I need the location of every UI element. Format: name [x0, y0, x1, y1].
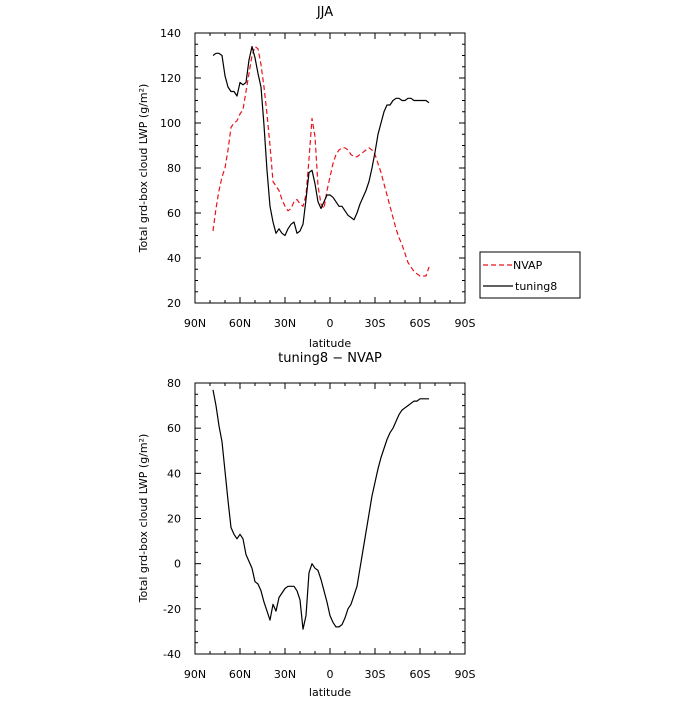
legend-label-nvap: NVAP: [513, 259, 543, 272]
top-x-tick-label: 30N: [274, 317, 296, 330]
legend-box: [479, 251, 581, 299]
bottom-x-axis-label: latitude: [309, 686, 351, 699]
bottom-y-tick-label: -20: [163, 603, 181, 616]
top-x-axis-label: latitude: [309, 337, 351, 350]
legend: NVAP tuning8: [479, 251, 581, 299]
top-x-tick-label: 60N: [229, 317, 251, 330]
bottom-x-tick-label: 90N: [184, 668, 206, 681]
bottom-panel: tuning8 − NVAP -40 -20 0 20 40 60 80 90N 60N 30N…: [137, 351, 476, 699]
top-y-tick-label: 120: [160, 72, 181, 85]
top-x-tick-label: 0: [327, 317, 334, 330]
bottom-x-tick-label: 30S: [365, 668, 386, 681]
bottom-y-tick-label: 80: [167, 377, 181, 390]
top-x-tick-label: 30S: [365, 317, 386, 330]
top-y-ticks: 20 40 60 80 100 120 140: [160, 27, 465, 310]
top-series-group: [212, 45, 430, 277]
bottom-y-tick-label: 20: [167, 513, 181, 526]
top-y-tick-label: 40: [167, 252, 181, 265]
top-x-tick-label: 60S: [410, 317, 431, 330]
bottom-y-axis-label: Total grd-box cloud LWP (g/m²): [137, 434, 150, 604]
top-series-line-tuning8: [212, 45, 430, 237]
legend-label-tuning8: tuning8: [515, 280, 557, 293]
top-x-tick-label: 90S: [455, 317, 476, 330]
bottom-chart-title: tuning8 − NVAP: [278, 351, 382, 366]
bottom-y-tick-label: 40: [167, 467, 181, 480]
bottom-x-tick-label: 0: [327, 668, 334, 681]
bottom-x-tick-label: 90S: [455, 668, 476, 681]
bottom-x-tick-label: 60N: [229, 668, 251, 681]
bottom-x-tick-label: 30N: [274, 668, 296, 681]
bottom-series-line-0: [212, 389, 429, 630]
bottom-x-ticks: 90N 60N 30N 0 30S 60S 90S: [184, 383, 476, 681]
top-y-axis-label: Total grd-box cloud LWP (g/m²): [137, 84, 150, 254]
top-x-tick-label: 90N: [184, 317, 206, 330]
top-chart-title: JJA: [316, 5, 333, 20]
bottom-y-ticks: -40 -20 0 20 40 60 80: [163, 377, 465, 661]
bottom-y-tick-label: 60: [167, 422, 181, 435]
top-plot-frame: [194, 32, 466, 304]
top-y-tick-label: 100: [160, 117, 181, 130]
top-series-line-nvap: [212, 45, 430, 277]
bottom-series-group: [212, 389, 429, 630]
top-y-tick-label: 80: [167, 162, 181, 175]
bottom-x-tick-label: 60S: [410, 668, 431, 681]
bottom-y-tick-label: 0: [174, 558, 181, 571]
bottom-y-tick-label: -40: [163, 648, 181, 661]
top-x-ticks: 90N 60N 30N 0 30S 60S 90S: [184, 33, 476, 330]
top-y-tick-label: 60: [167, 207, 181, 220]
top-y-tick-label: 20: [167, 297, 181, 310]
top-y-tick-label: 140: [160, 27, 181, 40]
